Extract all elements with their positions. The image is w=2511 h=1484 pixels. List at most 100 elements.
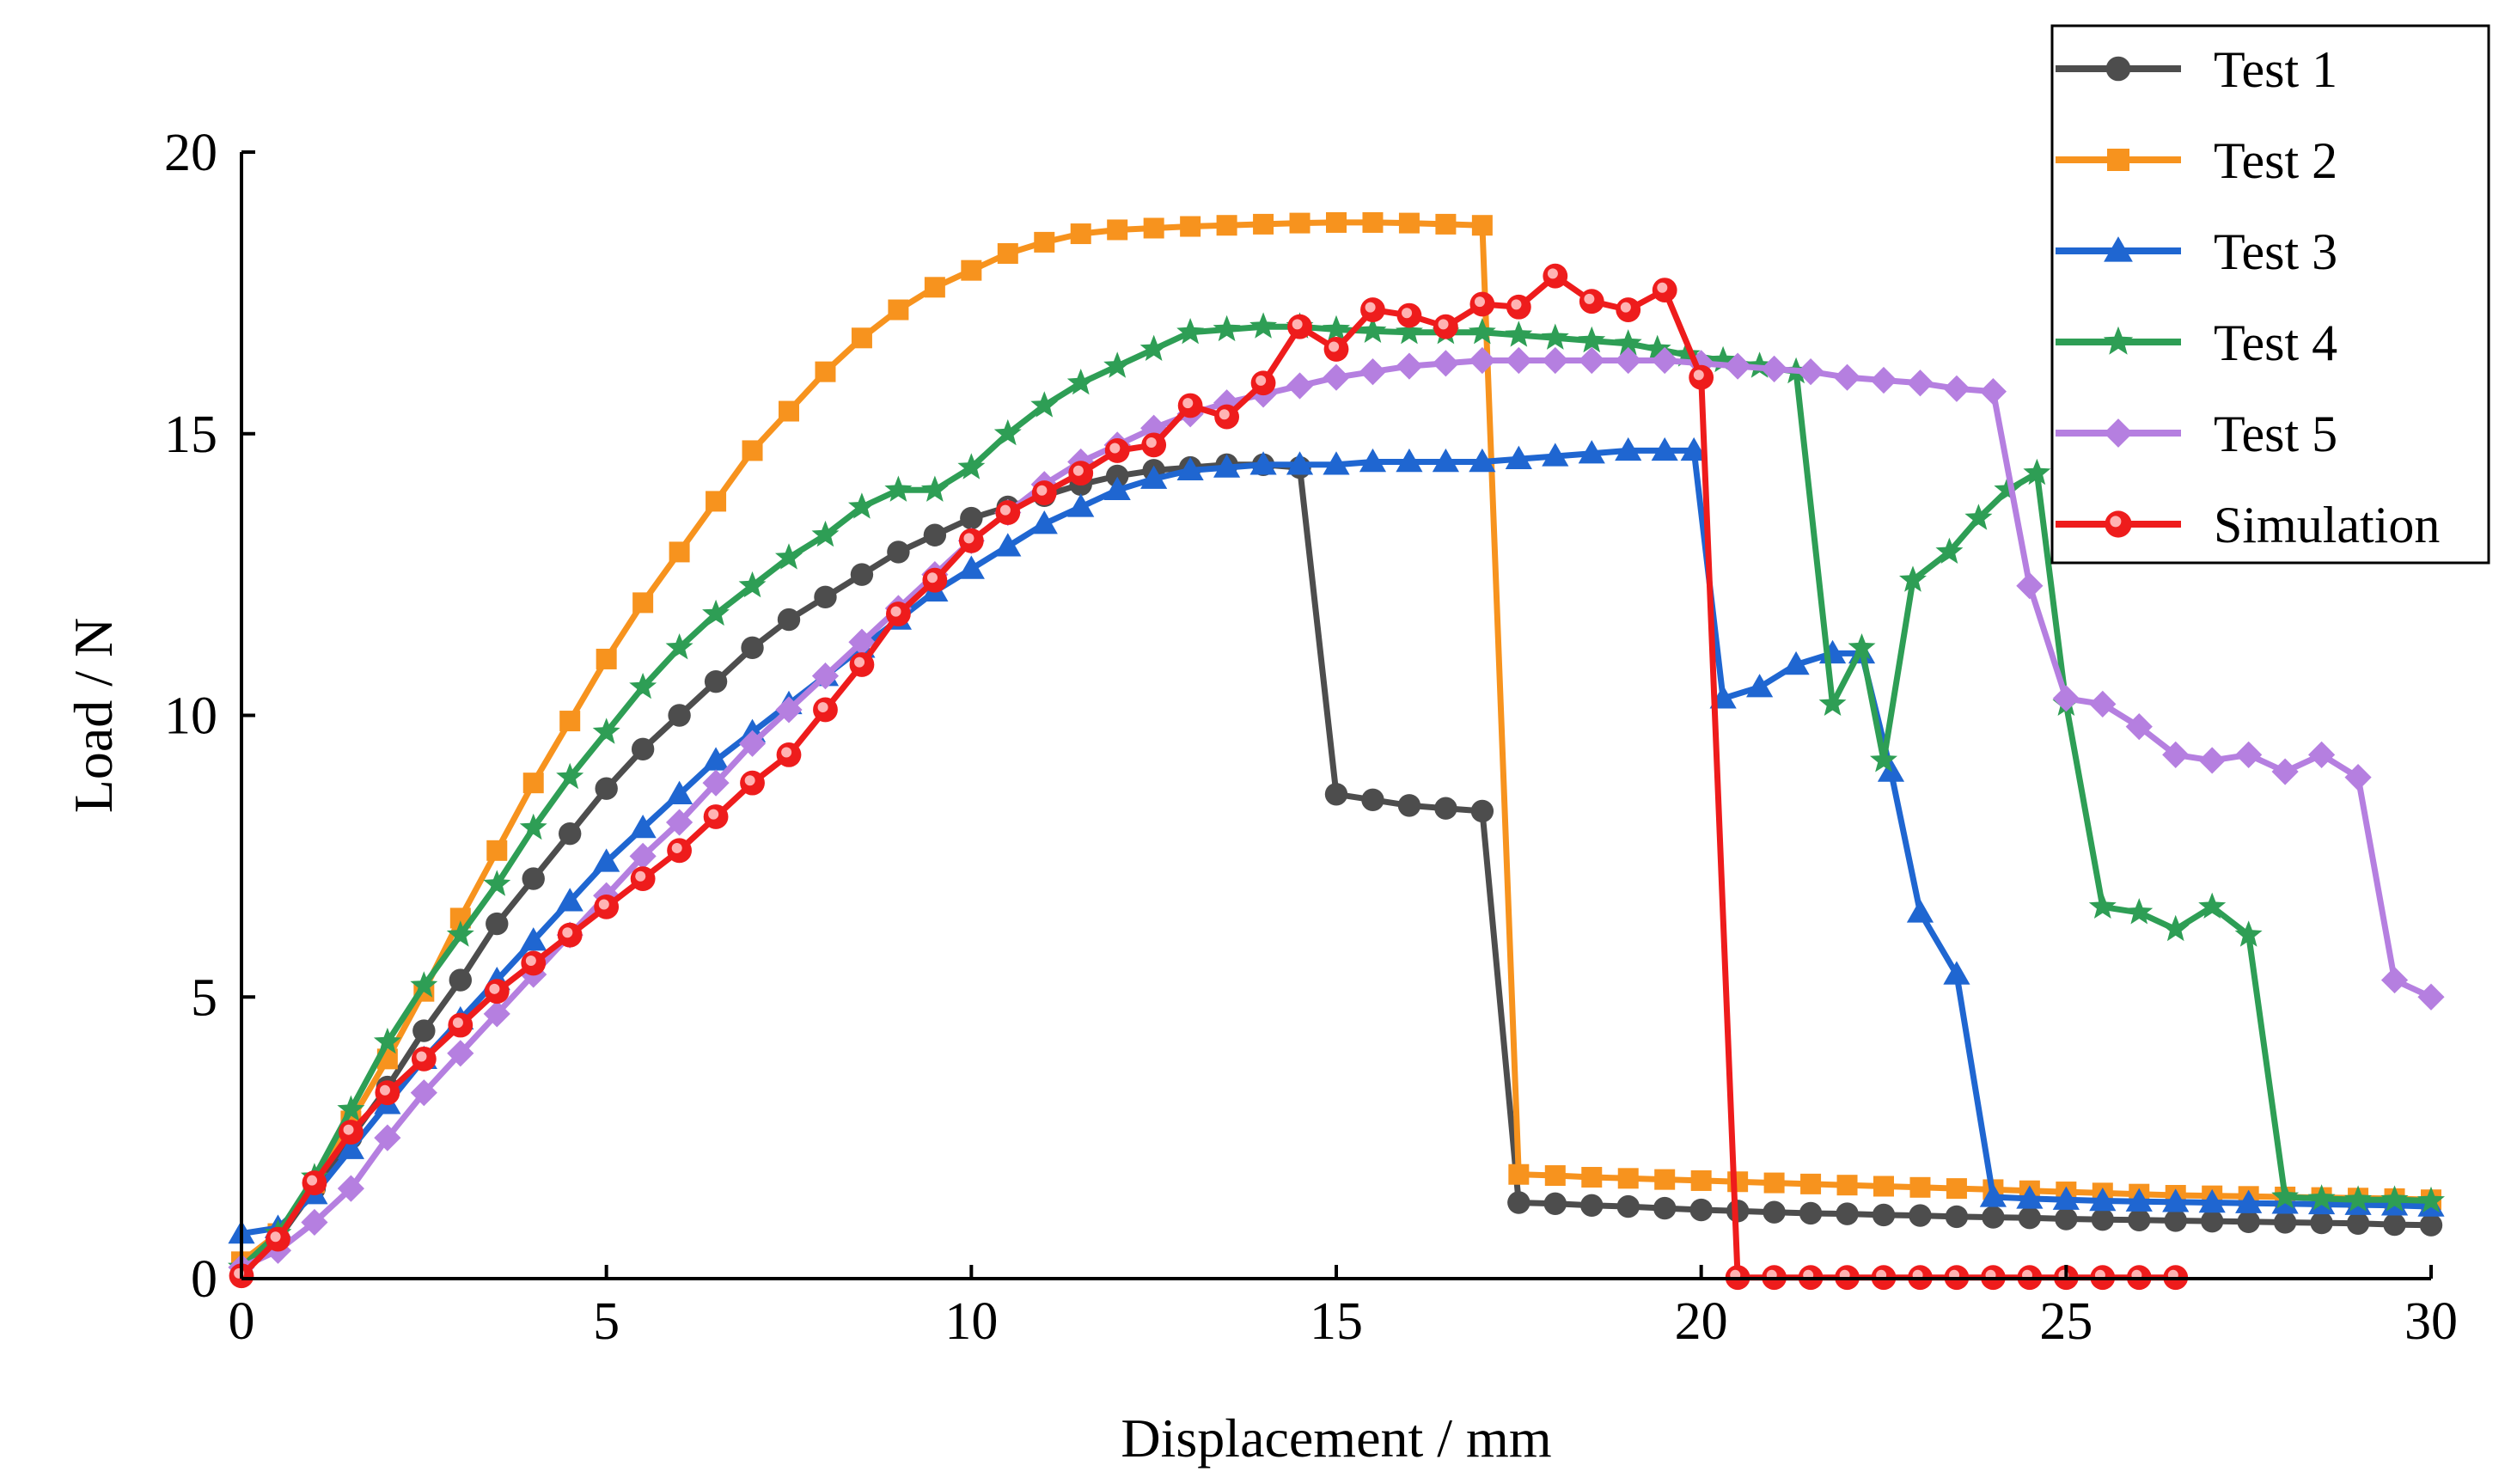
data-point-test-3 [1746,674,1774,698]
data-point-test-3 [1103,476,1131,500]
data-point-test-5 [2198,747,2226,774]
data-point-test-4 [1614,329,1642,356]
data-point-simulation [302,1170,327,1195]
data-point-test-1 [522,867,545,890]
data-point-test-4 [957,453,986,479]
data-point-simulation-highlight [343,1124,354,1135]
data-point-test-1 [2273,1211,2297,1234]
data-point-test-1 [2091,1207,2114,1231]
data-point-test-3 [1359,448,1387,473]
data-point-simulation-highlight [744,775,755,786]
data-point-simulation [958,528,984,553]
data-point-test-5 [2417,983,2445,1011]
data-point-test-3 [1067,493,1095,517]
data-point-test-5 [374,1124,401,1151]
data-point-test-1 [2201,1209,2224,1233]
data-point-test-4 [519,813,547,840]
series-layer [228,211,2445,1291]
data-point-simulation [813,697,838,723]
data-point-test-3 [1782,650,1810,675]
data-point-test-1 [559,821,582,846]
data-point-test-2 [1253,213,1274,235]
data-point-test-5 [2052,685,2080,712]
data-point-simulation-highlight [598,899,609,910]
data-point-test-1 [1836,1202,1859,1225]
data-point-test-5 [1359,358,1387,386]
data-point-test-1 [2164,1209,2187,1232]
data-point-test-1 [1361,788,1384,812]
data-point-simulation-highlight [963,533,974,544]
data-point-test-4 [665,633,693,660]
data-point-test-4 [2344,1185,2372,1212]
data-point-test-3 [1615,437,1642,461]
data-point-test-4 [1745,351,1774,378]
data-point-test-4 [884,475,913,502]
data-point-test-4 [1848,633,1876,660]
data-point-simulation [1068,461,1094,486]
data-point-simulation-highlight [416,1051,427,1062]
x-axis-title: Displacement / mm [1121,1408,1551,1469]
data-point-test-2 [559,711,581,732]
data-point-test-3 [666,780,693,804]
data-point-test-4 [2271,1182,2300,1209]
data-point-test-1 [814,585,837,609]
data-point-test-4 [1139,334,1168,361]
data-point-simulation-highlight [1657,282,1668,293]
data-point-test-4 [1323,315,1350,342]
data-point-test-1 [1763,1200,1786,1224]
data-point-test-3 [593,848,620,872]
legend-marker-test-5 [2104,418,2133,448]
data-point-simulation [740,770,765,796]
legend-label-test-2: Test 2 [2214,132,2337,189]
data-point-test-2 [1544,1165,1566,1187]
data-point-test-2 [1143,217,1164,239]
data-point-test-3 [702,747,730,771]
data-point-test-5 [2089,690,2117,718]
data-point-test-3 [1432,448,1459,473]
data-point-test-2 [1617,1168,1639,1189]
data-point-simulation [1579,289,1604,315]
data-point-test-1 [595,777,618,800]
data-point-simulation [557,922,583,948]
data-point-test-5 [2271,758,2299,785]
data-point-test-1 [1653,1196,1677,1220]
data-point-simulation [1214,404,1239,430]
data-point-simulation [1323,337,1349,362]
data-point-test-5 [1906,369,1934,397]
legend-entry-test-3: Test 3 [2056,223,2337,280]
data-point-test-3 [1213,454,1241,478]
data-point-test-4 [2088,892,2117,919]
data-point-simulation [1177,393,1203,418]
data-point-test-1 [2419,1213,2443,1237]
y-tick-label: 15 [164,406,217,464]
data-point-test-4 [1672,340,1701,367]
data-point-test-3 [1906,899,1934,923]
data-point-test-5 [337,1175,364,1202]
data-point-simulation [703,804,729,829]
legend-marker-test-2 [2107,149,2129,171]
data-point-test-4 [2417,1186,2445,1213]
data-point-test-5 [2016,572,2044,600]
data-point-simulation-highlight [379,1084,390,1096]
data-point-simulation-highlight [1511,299,1522,310]
series-test-4 [228,312,2445,1279]
data-point-test-3 [1249,451,1277,475]
data-point-test-5 [1542,346,1569,375]
data-point-test-1 [741,636,764,660]
data-point-simulation-highlight [1438,319,1449,330]
data-point-test-4 [1994,475,2022,502]
data-point-test-5 [2308,741,2336,768]
data-point-simulation-highlight [1182,398,1194,409]
data-point-test-5 [848,628,876,656]
data-point-test-1 [1945,1205,1969,1229]
data-point-test-5 [2235,741,2263,768]
data-point-test-4 [2125,898,2154,925]
data-point-test-1 [1106,464,1129,488]
data-point-test-5 [1396,352,1423,380]
data-point-test-5 [447,1040,474,1067]
data-point-test-5 [775,696,803,724]
legend-box [2050,24,2490,565]
data-point-simulation [630,866,656,891]
data-point-simulation-highlight [1620,302,1631,313]
